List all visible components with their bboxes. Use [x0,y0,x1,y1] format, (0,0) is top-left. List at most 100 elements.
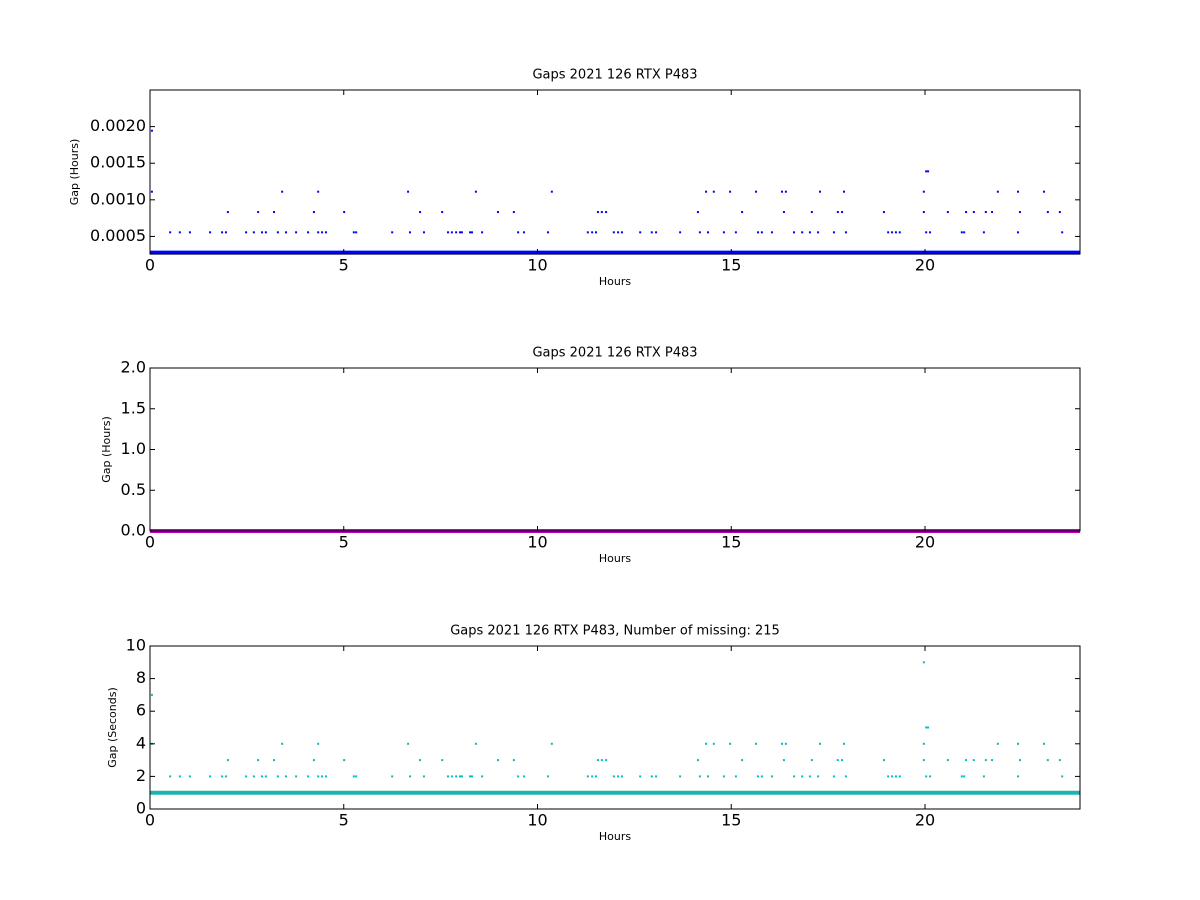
data-point [591,231,594,234]
x-axis-label: Hours [599,552,631,565]
data-point [898,231,901,234]
subplot: Gaps 2021 126 RTX P483 Hours Gap (Hours) 0 5… [100,346,1081,565]
data-point [273,211,275,214]
data-point [522,231,525,234]
data-point [1046,759,1049,762]
data-point [419,759,422,762]
data-point [882,211,885,214]
data-point [422,231,425,234]
y-tick-label: 1.0 [121,439,146,458]
data-point [844,231,847,234]
data-point [595,775,598,778]
data-point [946,759,949,762]
data-point [546,231,549,234]
data-point [887,775,890,778]
data-point [817,775,820,778]
data-point [295,775,298,778]
y-axis-label: Gap (Hours) [68,139,81,206]
data-point [929,231,932,234]
x-tick-label: 20 [915,811,935,830]
data-point [391,775,394,778]
data-point [441,211,444,214]
data-point [972,759,975,762]
data-point [882,759,885,762]
data-point [841,211,844,214]
data-point [188,231,191,234]
data-point [965,759,968,762]
data-point [696,759,699,762]
data-point [517,775,520,778]
data-point [984,211,987,214]
data-point [546,775,549,778]
data-point [321,231,324,234]
data-point [595,231,598,234]
data-point [612,231,615,234]
data-point [612,775,615,778]
y-tick-label: 0.0005 [90,226,146,245]
y-tick-label: 8 [136,668,146,687]
data-point [450,231,453,234]
data-point [1018,211,1021,214]
y-tick-label: 6 [136,701,146,720]
plot-frame [149,89,1081,255]
data-point [312,211,315,214]
data-point [1042,190,1045,193]
data-point [245,775,248,778]
data-point [512,759,515,762]
data-point [784,742,787,745]
data-point [650,775,653,778]
data-point [285,775,288,778]
data-point [441,759,444,762]
data-point [781,190,784,193]
data-point [469,231,472,234]
data-point [617,231,620,234]
data-point [620,231,623,234]
data-point [522,775,525,778]
data-point [474,742,477,745]
data-point [810,759,813,762]
data-point [321,775,324,778]
y-tick-label: 0.0015 [90,153,146,172]
data-point [188,775,191,778]
data-point [996,742,999,745]
data-point [712,190,715,193]
data-point [459,231,461,234]
data-point [281,190,284,193]
data-point [455,231,458,234]
data-point [481,775,484,778]
data-point [1058,211,1061,214]
x-tick-label: 10 [527,533,547,552]
data-point [927,726,930,729]
data-point [209,775,212,778]
data-point [252,231,255,234]
data-point [963,775,966,778]
data-point [496,211,499,214]
data-point [245,231,248,234]
data-point [808,231,811,234]
data-point [650,231,653,234]
data-point [226,211,229,214]
data-point [922,661,925,664]
x-tick-label: 15 [721,533,741,552]
data-point [836,211,839,214]
data-point [586,231,589,234]
data-point [698,775,701,778]
data-point [891,775,894,778]
data-point [150,190,153,193]
data-point [756,231,759,234]
data-point [1017,190,1019,193]
data-point [617,775,620,778]
data-point [781,742,784,745]
data-point [605,759,608,762]
y-tick-label: 2.0 [121,358,146,377]
data-point [324,775,327,778]
data-point [409,231,412,234]
data-point [450,775,453,778]
data-point [887,231,890,234]
data-point [891,231,894,234]
data-point [722,775,725,778]
data-point [317,775,320,778]
data-point [605,211,608,214]
data-point [307,231,310,234]
